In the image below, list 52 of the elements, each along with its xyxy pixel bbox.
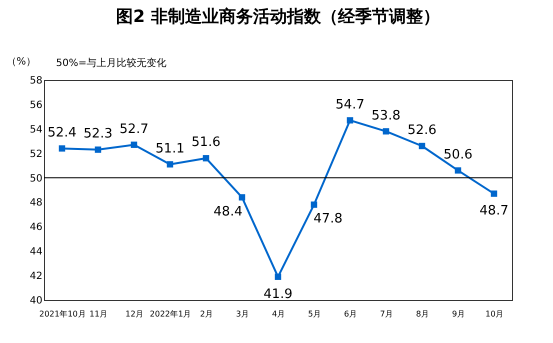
data-label: 48.4 [214,204,242,220]
chart-title: 图2 非制造业商务活动指数（经季节调整） [116,7,440,27]
data-label: 52.6 [408,123,436,138]
point [490,190,498,197]
point [130,142,138,148]
point [310,202,318,208]
x-tick-label: 11月 [89,310,108,318]
point [454,167,462,174]
point [274,274,282,280]
data-label: 53.8 [372,108,400,124]
text: 50%=与上月比较无变化 [56,57,167,69]
data-label: 52.7 [120,122,148,137]
x-tick-label: 12月 [125,310,144,318]
x-tick-label: 9月 [452,310,466,318]
x-tick-label: 2月 [200,310,214,318]
data-label: 51.1 [156,141,184,156]
x-tick-label: 3月 [236,310,250,318]
data-label: 41.9 [264,286,292,302]
y-tick-label: 46 [30,222,42,234]
x-tick-label: 10月 [485,310,504,318]
point [202,155,210,162]
point [58,145,66,152]
x-tick-label: 2021年10月 [39,310,86,318]
x-tick-label: 7月 [380,310,394,318]
x-tick-label: 8月 [416,310,430,318]
x-tick-label: 5月 [308,310,322,318]
point [166,161,174,168]
y-tick-label: 56 [30,100,42,111]
y-tick-label: 58 [30,76,42,86]
y-tick-label: 44 [30,246,42,258]
y-tick-label: 52 [30,148,42,160]
data-label: 54.7 [336,97,364,112]
x-tick-label: 4月 [272,310,286,318]
data-label: 50.6 [444,147,472,162]
y-tick-label: 48 [30,198,42,209]
y-tick-label: 42 [30,271,42,282]
data-label: 52.3 [84,126,112,142]
point [382,128,390,134]
data-label: 52.4 [48,125,76,140]
point [418,142,426,150]
data-label: 48.7 [480,204,508,219]
point [238,194,246,200]
y-tick-label: 50 [30,173,42,184]
point [94,146,102,153]
data-label: 47.8 [314,212,342,227]
x-tick-label: 6月 [344,310,358,318]
y-tick-label: 40 [30,296,42,306]
x-tick-label: 2022年1月 [150,310,192,318]
y-tick-label: 54 [30,124,42,136]
data-label: 51.6 [192,135,220,150]
point [346,117,354,124]
y-axis-title: （%） [6,56,36,68]
